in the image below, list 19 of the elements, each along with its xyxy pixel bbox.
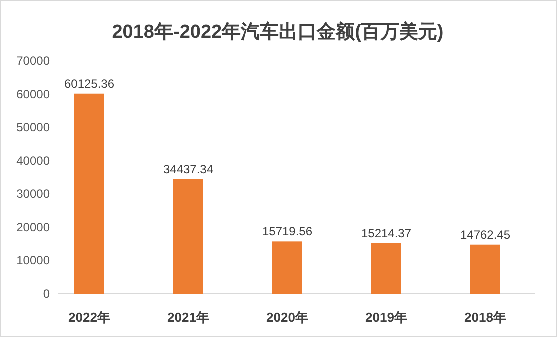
y-tick-label: 70000 — [16, 54, 50, 68]
y-tick-label: 60000 — [16, 87, 50, 102]
x-tick-label: 2019年 — [366, 310, 408, 325]
y-tick-label: 30000 — [16, 187, 50, 202]
data-label: 60125.36 — [64, 76, 115, 91]
data-label: 15719.56 — [262, 224, 313, 239]
chart-title: 2018年-2022年汽车出口金额(百万美元) — [112, 21, 444, 43]
data-label: 15214.37 — [361, 226, 412, 240]
y-tick-label: 10000 — [16, 254, 50, 268]
x-tick-label: 2020年 — [266, 310, 308, 325]
x-tick-label: 2018年 — [464, 310, 506, 325]
y-tick-label: 40000 — [16, 154, 50, 168]
y-tick-label: 50000 — [16, 120, 50, 135]
data-label: 14762.45 — [460, 228, 511, 242]
x-tick-label: 2022年 — [68, 310, 110, 325]
y-tick-label: 20000 — [16, 220, 50, 234]
data-label: 34437.34 — [163, 162, 214, 176]
y-tick-label: 0 — [43, 287, 50, 301]
x-tick-label: 2021年 — [168, 310, 210, 325]
